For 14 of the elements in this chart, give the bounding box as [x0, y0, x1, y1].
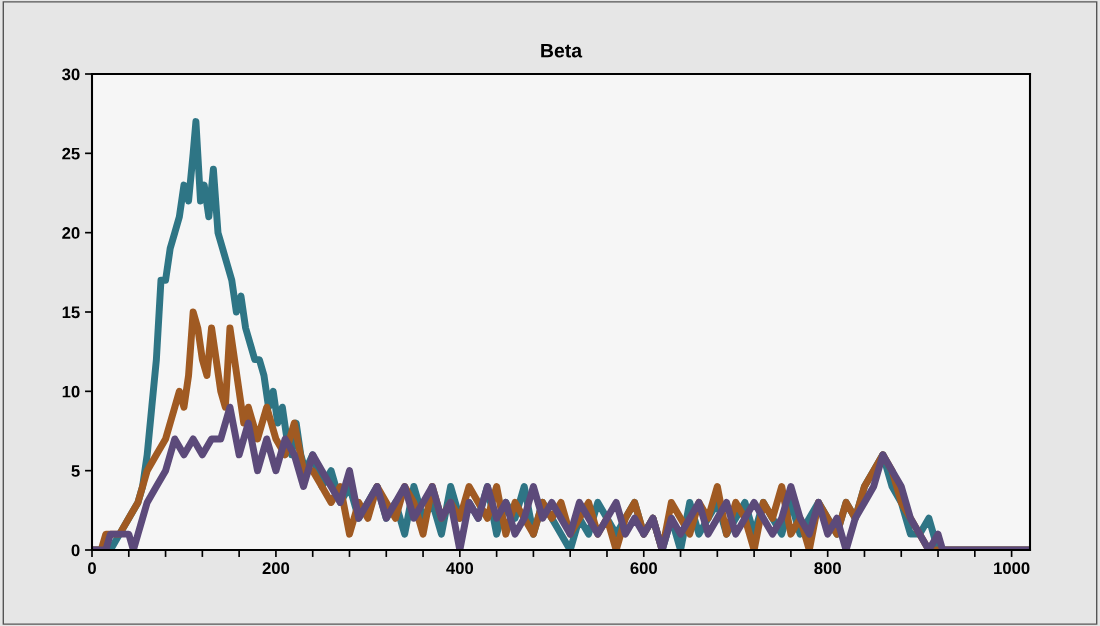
x-tick-label: 1000 [994, 562, 1030, 575]
x-tick-label: 200 [262, 562, 290, 575]
y-tick-label: 0 [71, 544, 80, 557]
y-tick-label: 15 [62, 306, 80, 319]
x-tick-label: 0 [88, 562, 96, 575]
y-tick-label: 10 [62, 385, 80, 398]
x-tick-label: 400 [446, 562, 474, 575]
y-tick-label: 20 [62, 227, 80, 239]
y-tick-label: 5 [71, 465, 80, 477]
y-tick-label: 30 [62, 68, 80, 81]
chart-title: Beta [541, 43, 583, 58]
x-tick-label: 600 [630, 562, 657, 575]
y-tick-label: 25 [62, 147, 80, 160]
x-tick-label: 800 [814, 562, 841, 575]
